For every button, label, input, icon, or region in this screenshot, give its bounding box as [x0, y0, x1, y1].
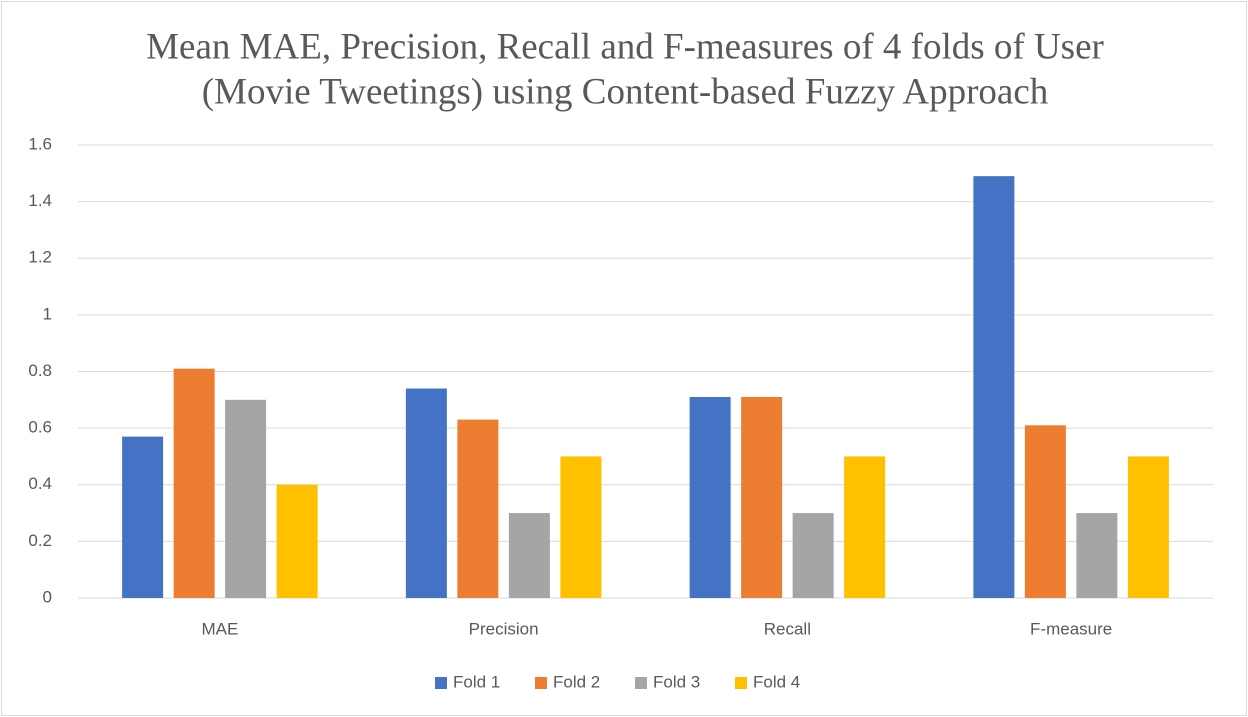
y-tick-label: 0.6	[28, 418, 52, 437]
bar	[741, 396, 783, 598]
bar	[1024, 425, 1066, 598]
y-tick-label: 0.2	[28, 531, 52, 550]
bar	[225, 399, 267, 598]
bar	[1127, 456, 1169, 598]
y-tick-label: 0	[43, 587, 52, 606]
chart-title: Mean MAE, Precision, Recall and F-measur…	[146, 26, 1104, 67]
bar	[844, 456, 886, 598]
x-tick-label: Precision	[469, 619, 539, 638]
chart-title: (Movie Tweetings) using Content-based Fu…	[202, 71, 1049, 112]
y-tick-label: 0.4	[28, 474, 52, 493]
y-tick-label: 0.8	[28, 361, 52, 380]
legend-swatch	[435, 677, 447, 689]
y-tick-label: 1.4	[28, 191, 52, 210]
legend-label: Fold 4	[753, 672, 800, 691]
bar	[1076, 513, 1118, 598]
y-tick-label: 1.6	[28, 134, 52, 153]
legend-label: Fold 1	[453, 672, 500, 691]
bar	[405, 388, 447, 598]
legend-label: Fold 3	[653, 672, 700, 691]
bar	[276, 484, 318, 598]
y-tick-label: 1	[43, 304, 52, 323]
bar	[173, 368, 215, 598]
x-tick-label: MAE	[201, 619, 238, 638]
y-tick-label: 1.2	[28, 248, 52, 267]
legend-swatch	[635, 677, 647, 689]
legend-swatch	[735, 677, 747, 689]
legend-label: Fold 2	[553, 672, 600, 691]
x-tick-label: F-measure	[1030, 619, 1112, 638]
bar	[508, 513, 550, 598]
bar	[560, 456, 602, 598]
bar	[973, 176, 1015, 599]
bar	[122, 436, 164, 598]
bar	[792, 513, 834, 598]
bar	[689, 396, 731, 598]
x-tick-label: Recall	[764, 619, 811, 638]
legend-swatch	[535, 677, 547, 689]
bar	[457, 419, 499, 598]
